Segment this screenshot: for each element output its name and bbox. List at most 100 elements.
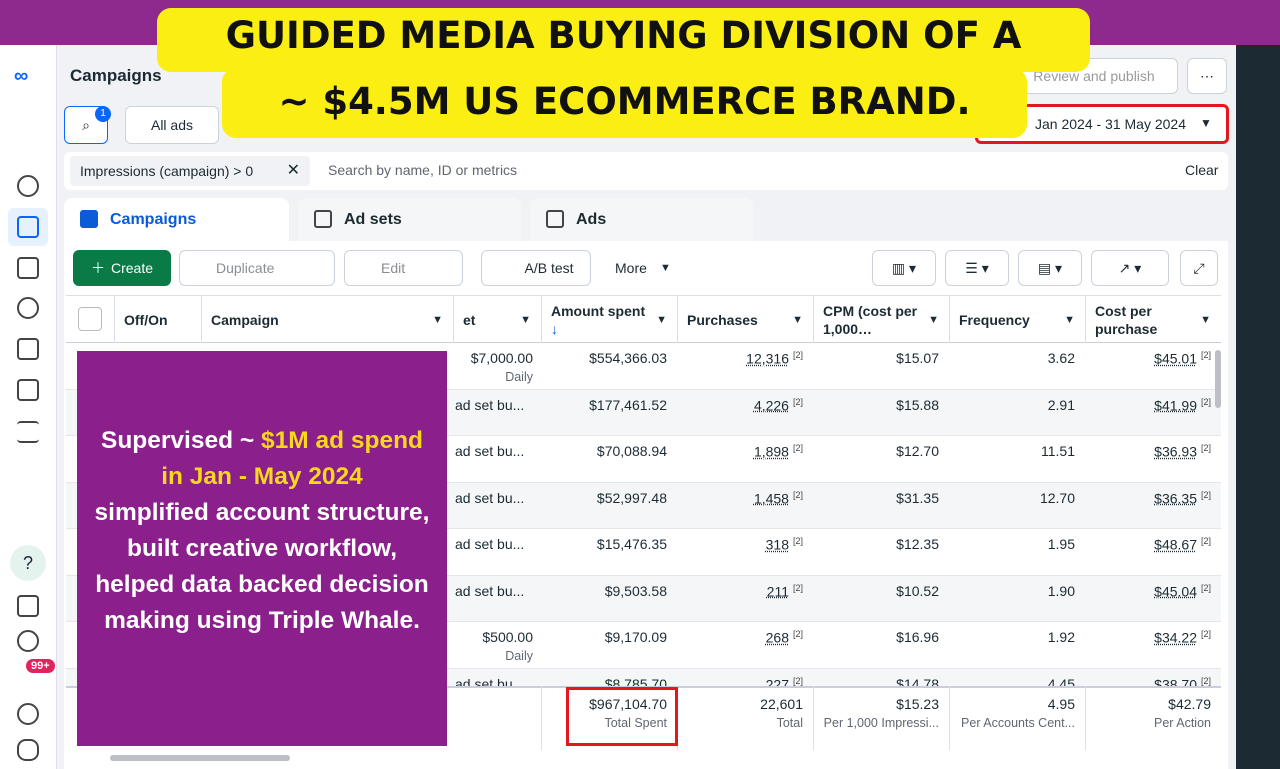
tab[interactable]: Campaigns: [64, 198, 289, 241]
total-value: 4.95: [1047, 696, 1075, 712]
column-header[interactable]: CPM (cost per 1,000… ▼: [813, 302, 949, 338]
metric-cell: 1.95: [949, 536, 1085, 552]
metric-cell: $70,088.94: [541, 443, 677, 459]
nav-active[interactable]: [8, 208, 48, 246]
ab-test-button[interactable]: A/B test: [481, 250, 591, 286]
edit-button[interactable]: Edit: [344, 250, 463, 286]
column-header[interactable]: Purchases ▼: [677, 311, 813, 329]
dropdown-arrow: ▼: [660, 262, 671, 274]
column-header-label: CPM (cost per 1,000…: [823, 303, 918, 337]
nav-icon[interactable]: [17, 630, 39, 652]
metric-cell: $12.70: [813, 443, 949, 459]
metric-cell: $45.04 [2]: [1085, 583, 1221, 600]
create-button[interactable]: ＋ Create: [73, 250, 171, 286]
amount: $70,088.94: [596, 443, 667, 459]
overlay-lead: Supervised ~: [100, 427, 261, 454]
note-ref: [2]: [1200, 675, 1211, 686]
amount: $9,503.58: [604, 582, 667, 599]
purchases[interactable]: 1,898: [753, 443, 789, 460]
nav-icon[interactable]: [17, 739, 39, 761]
help-button[interactable]: ?: [10, 545, 46, 581]
more-actions[interactable]: More: [615, 260, 647, 276]
nav-icon[interactable]: [17, 216, 39, 238]
column-menu[interactable]: ▼: [1200, 314, 1211, 326]
reports-button[interactable]: ▤ ▾: [1018, 250, 1082, 286]
export-button[interactable]: ↗ ▾: [1091, 250, 1169, 286]
cpp[interactable]: $41.99: [1154, 397, 1197, 414]
column-header[interactable]: Frequency ▼: [949, 311, 1085, 329]
column-header[interactable]: Cost per purchase ▼: [1085, 302, 1221, 338]
columns-button[interactable]: ▥ ▾: [872, 250, 936, 286]
chart-button[interactable]: ⤢: [1180, 250, 1218, 286]
nav-icon[interactable]: [17, 379, 39, 401]
duplicate-button[interactable]: Duplicate: [179, 250, 335, 286]
column-header-label: Frequency: [959, 312, 1030, 328]
total-value: $42.79: [1168, 696, 1211, 712]
cpm: $15.07: [896, 350, 939, 366]
column-menu[interactable]: ▼: [520, 314, 531, 326]
column-header[interactable]: Off/On: [114, 311, 201, 329]
tab-icon: [80, 210, 98, 228]
h-scrollbar: [110, 755, 290, 761]
purchases[interactable]: 318: [765, 536, 789, 553]
all-ads-button[interactable]: All ads: [125, 106, 219, 144]
column-header[interactable]: et ▼: [453, 311, 541, 329]
cpp[interactable]: $34.22: [1154, 629, 1197, 646]
purchases[interactable]: 268: [765, 629, 789, 646]
cpp[interactable]: $45.01: [1154, 350, 1197, 367]
metric-cell: $36.93 [2]: [1085, 443, 1221, 460]
tab[interactable]: Ads: [530, 198, 753, 241]
banner-bg: [157, 8, 1090, 72]
total-label: Per 1,000 Impressi...: [823, 716, 939, 730]
column-menu[interactable]: ▼: [1064, 314, 1075, 326]
column-menu[interactable]: ▼: [792, 314, 803, 326]
budget-cell: ad set bu...: [453, 536, 541, 552]
search-button[interactable]: ⌕: [64, 106, 108, 144]
nav-icon[interactable]: [17, 297, 39, 319]
purchases[interactable]: 211: [766, 583, 789, 600]
nav-icon[interactable]: [17, 338, 39, 360]
filter-chip[interactable]: Impressions (campaign) > 0 ✕: [70, 156, 310, 186]
cpp[interactable]: $38.70: [1154, 676, 1197, 686]
cpm: $31.35: [896, 489, 939, 506]
purchases[interactable]: 12,316: [746, 350, 789, 367]
nav-icon[interactable]: [17, 257, 39, 279]
budget-cell: ad set bu...: [453, 397, 541, 413]
cpp[interactable]: $36.35: [1154, 490, 1197, 507]
cpp[interactable]: $36.93: [1154, 443, 1197, 460]
total-value: $15.23: [896, 696, 939, 712]
column-menu[interactable]: ▼: [656, 314, 667, 326]
breakdown-button[interactable]: ☰ ▾: [945, 250, 1009, 286]
column-menu[interactable]: ▼: [432, 314, 443, 326]
note-ref: [2]: [792, 489, 803, 500]
metric-cell: $34.22 [2]: [1085, 629, 1221, 646]
column-header[interactable]: Amount spent ↓ ▼: [541, 302, 677, 338]
metric-cell: $554,366.03: [541, 350, 677, 366]
tab-label: Campaigns: [110, 211, 197, 228]
more-button[interactable]: ⋯: [1187, 58, 1227, 94]
nav-icon[interactable]: [17, 703, 39, 725]
cpp[interactable]: $48.67: [1154, 536, 1197, 553]
clear-button[interactable]: Clear: [1185, 162, 1219, 178]
nav-icon[interactable]: [17, 175, 39, 197]
cpp[interactable]: $45.04: [1154, 583, 1197, 600]
note-ref: [2]: [1200, 443, 1211, 453]
metric-cell: 1,458 [2]: [677, 490, 813, 507]
filter-chip-label: Impressions (campaign) > 0: [80, 163, 254, 179]
tab[interactable]: Ad sets: [298, 198, 521, 241]
column-header[interactable]: Campaign ▼: [201, 311, 453, 329]
nav-icon[interactable]: [17, 595, 39, 617]
column-menu[interactable]: ▼: [928, 314, 939, 326]
metric-cell: 2.91: [949, 397, 1085, 413]
checkbox[interactable]: [78, 307, 102, 331]
metric-cell: 3.62: [949, 350, 1085, 366]
highlight-box: [566, 687, 678, 746]
nav-icon[interactable]: [17, 421, 39, 443]
metric-cell: $15,476.35: [541, 536, 677, 552]
purchases[interactable]: 1,458: [753, 490, 789, 507]
metric-cell: $38.70 [2]: [1085, 676, 1221, 687]
search-input[interactable]: Search by name, ID or metrics: [328, 162, 518, 178]
purchases[interactable]: 4,226: [753, 397, 789, 414]
purchases[interactable]: 227: [765, 676, 789, 686]
